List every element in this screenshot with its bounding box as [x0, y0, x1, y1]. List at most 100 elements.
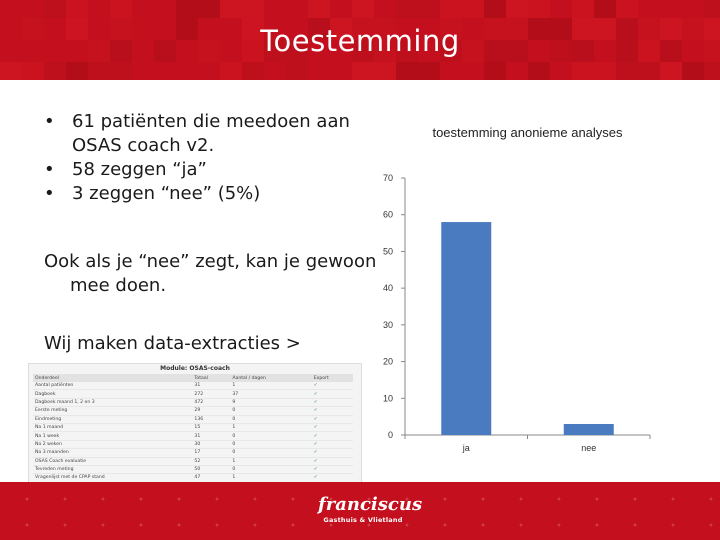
mosaic-tile: [616, 40, 638, 62]
table-cell: 17: [192, 448, 231, 458]
mosaic-tile: [572, 40, 594, 62]
table-cell: Eindmeting: [33, 415, 193, 424]
mosaic-tile: [110, 18, 132, 40]
y-tick-label: 0: [388, 430, 393, 440]
mosaic-tile: [66, 18, 88, 40]
table-cell: 37: [230, 389, 312, 399]
mosaic-tile: [286, 40, 308, 62]
logo-wordmark: franciscus: [318, 494, 423, 515]
bullet-item: 3 zeggen “nee” (5%): [40, 182, 360, 206]
header-banner: [0, 0, 720, 80]
table-cell: 50: [192, 465, 231, 475]
table-cell: Na 3 maanden: [33, 448, 193, 458]
export-check-icon[interactable]: ✓: [311, 431, 353, 441]
mosaic-tile: [242, 40, 264, 62]
table-cell: 0: [230, 415, 312, 424]
mosaic-tile: [352, 40, 374, 62]
mosaic-tile: [638, 18, 660, 40]
table-cell: 52: [192, 457, 231, 466]
bar-ja: [441, 222, 492, 435]
export-check-icon[interactable]: ✓: [311, 448, 353, 458]
table-cell: 0: [230, 440, 312, 450]
mosaic-tile: [44, 62, 66, 80]
table-cell: 30: [192, 440, 231, 450]
bar-nee: [563, 423, 614, 435]
mosaic-tile: [484, 40, 506, 62]
mosaic-tile: [44, 0, 66, 18]
table-row: Aantal patiënten 31 1 ✓: [33, 382, 353, 391]
mosaic-tile: [374, 62, 396, 80]
table-header-cell: Aantal / dagen: [230, 374, 312, 382]
mosaic-tile: [660, 40, 682, 62]
table-row: Vragenlijst met de CPAP stand 47 1 ✓: [33, 473, 353, 483]
export-check-icon[interactable]: ✓: [311, 398, 353, 408]
mosaic-tile: [528, 18, 550, 40]
table-header-cell: Export: [311, 374, 353, 382]
export-check-icon[interactable]: ✓: [311, 473, 353, 483]
table-cell: Na 1 maand: [33, 423, 193, 433]
export-check-icon[interactable]: ✓: [311, 440, 353, 450]
table-cell: 47: [192, 473, 231, 483]
table-row: Na 1 maand 15 1 ✓: [33, 423, 353, 433]
mosaic-tile: [352, 62, 374, 80]
export-check-icon[interactable]: ✓: [311, 382, 353, 391]
export-check-icon[interactable]: ✓: [311, 457, 353, 466]
export-check-icon[interactable]: ✓: [311, 389, 353, 399]
mosaic-tile: [462, 0, 484, 18]
table-cell: 9: [230, 398, 312, 408]
table-cell: 31: [192, 382, 231, 391]
mosaic-tile: [264, 40, 286, 62]
table-cell: 0: [230, 465, 312, 475]
mosaic-tile: [704, 18, 720, 40]
mosaic-tile: [572, 18, 594, 40]
mosaic-tile: [242, 62, 264, 80]
mosaic-tile: [528, 62, 550, 80]
mosaic-tile: [242, 0, 264, 18]
bullet-item: 61 patiënten die meedoen aan OSAS coach …: [40, 110, 360, 158]
mosaic-tile: [176, 18, 198, 40]
table-row: Eerste meting 29 0 ✓: [33, 406, 353, 416]
chart-title: toestemming anonieme analyses: [432, 125, 623, 140]
mosaic-tile: [594, 0, 616, 18]
mosaic-tile: [638, 62, 660, 80]
y-tick-label: 50: [383, 246, 393, 256]
mosaic-tile: [594, 62, 616, 80]
data-extraction-screenshot: Module: OSAS-coach Onderdeel Totaal Aantal…: [28, 363, 362, 485]
y-tick-label: 20: [383, 357, 393, 367]
bullet-list: 61 patiënten die meedoen aan OSAS coach …: [40, 110, 360, 206]
mosaic-tile: [220, 62, 242, 80]
table-cell: 0: [230, 431, 312, 441]
export-check-icon[interactable]: ✓: [311, 465, 353, 475]
mosaic-tile: [242, 18, 264, 40]
mosaic-tile: [220, 0, 242, 18]
mosaic-tile: [88, 40, 110, 62]
mosaic-tile: [198, 40, 220, 62]
mosaic-tile: [418, 0, 440, 18]
export-check-icon[interactable]: ✓: [311, 423, 353, 433]
mosaic-tile: [396, 62, 418, 80]
mosaic-tile: [528, 0, 550, 18]
mosaic-tile: [110, 40, 132, 62]
export-check-icon[interactable]: ✓: [311, 415, 353, 424]
franciscus-logo: franciscus Gasthuis & Vlietland: [318, 494, 423, 534]
export-check-icon[interactable]: ✓: [311, 406, 353, 416]
table-cell: Aantal patiënten: [33, 382, 193, 391]
table-cell: 1: [230, 382, 312, 391]
mosaic-tile: [396, 0, 418, 18]
table-cell: 272: [192, 389, 231, 399]
table-cell: 136: [192, 415, 231, 424]
x-tick-label: nee: [581, 443, 596, 453]
table-cell: 472: [192, 398, 231, 408]
footer-dot-pattern: [0, 482, 720, 540]
y-tick-label: 40: [383, 283, 393, 293]
mosaic-tile: [660, 62, 682, 80]
table-cell: 0: [230, 448, 312, 458]
mosaic-tile: [440, 40, 462, 62]
table-row: Na 1 week 31 0 ✓: [33, 431, 353, 441]
mosaic-tile: [352, 18, 374, 40]
mosaic-tile: [704, 40, 720, 62]
mosaic-tile: [286, 62, 308, 80]
table-cell: Eerste meting: [33, 406, 193, 416]
paragraph-data-extraction: Wij maken data-extracties >: [44, 333, 301, 354]
mosaic-tile: [88, 62, 110, 80]
